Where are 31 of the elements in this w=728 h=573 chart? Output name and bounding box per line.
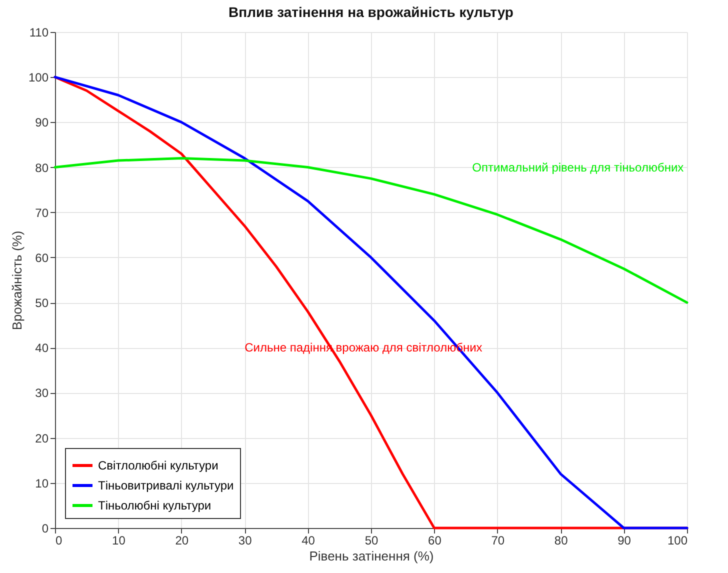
x-tick-label: 30	[238, 534, 252, 548]
y-tick-label: 70	[35, 206, 49, 220]
x-tick-label: 90	[618, 534, 632, 548]
x-axis-title: Рівень затінення (%)	[309, 548, 434, 564]
legend-label: Світлолюбні культури	[98, 458, 218, 472]
x-tick-label: 40	[302, 534, 316, 548]
x-tick-label: 80	[554, 534, 568, 548]
chart-title: Вплив затінення на врожайність культур	[228, 4, 514, 20]
y-tick-label: 40	[35, 341, 49, 356]
line-series	[54, 157, 688, 304]
y-tick-label: 30	[35, 386, 49, 400]
x-tick-label: 20	[175, 534, 189, 548]
legend-label: Тіньолюбні культури	[98, 498, 212, 512]
y-tick-label: 100	[28, 70, 49, 85]
y-tick-label: 10	[35, 476, 49, 490]
y-tick-label: 0	[42, 522, 49, 536]
y-tick-label: 50	[35, 296, 49, 310]
x-tick-label: 0	[56, 534, 62, 548]
y-tick-label: 90	[35, 116, 49, 130]
y-tick-label: 60	[35, 250, 49, 265]
y-tick-label: 20	[35, 431, 49, 446]
annotation: Оптимальний рівень для тіньолюбних	[472, 160, 684, 174]
y-tick-label: 80	[35, 160, 49, 175]
x-tick-label: 50	[364, 534, 378, 548]
x-tick-label: 10	[112, 534, 126, 548]
legend-label: Тіньовитривалі культури	[98, 478, 234, 492]
x-tick-label: 60	[428, 534, 442, 548]
x-tick-label: 100	[667, 534, 688, 548]
x-tick-label: 70	[491, 534, 505, 548]
y-axis-title: Врожайність (%)	[9, 230, 24, 330]
y-tick-label: 110	[29, 26, 49, 40]
